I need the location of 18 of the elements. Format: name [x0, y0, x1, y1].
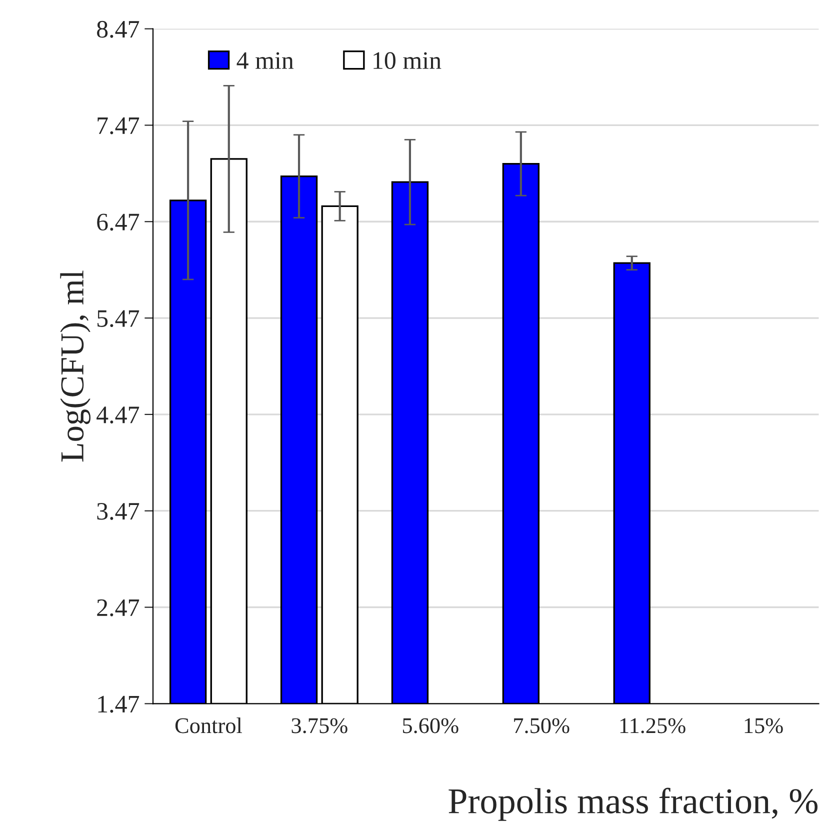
x-tick-label: 3.75%: [292, 718, 348, 734]
x-axis-title: Propolis mass fraction, %: [448, 788, 818, 821]
x-tick-label: Control: [175, 718, 242, 734]
x-tick-label: 5.60%: [402, 718, 458, 734]
y-tick-label: 2.47: [97, 599, 140, 616]
y-tick-label: 7.47: [98, 117, 140, 134]
y-tick-label: 5.47: [98, 310, 140, 328]
x-tick-label: 11.25%: [620, 718, 686, 734]
y-tick-label: 6.47: [97, 214, 140, 231]
legend-label: 4 min: [236, 52, 294, 69]
y-tick-label: 8.47: [97, 20, 140, 38]
legend-label: 10 min: [374, 52, 442, 70]
y-tick-label: 1.47: [98, 696, 140, 713]
y-tick-label: 4.47: [96, 406, 140, 424]
y-axis-title: Log(CFU), ml: [60, 270, 90, 462]
y-tick-label: 3.47: [97, 502, 140, 520]
x-tick-label: 7.50%: [514, 718, 570, 734]
x-tick-label: 15%: [744, 718, 783, 734]
